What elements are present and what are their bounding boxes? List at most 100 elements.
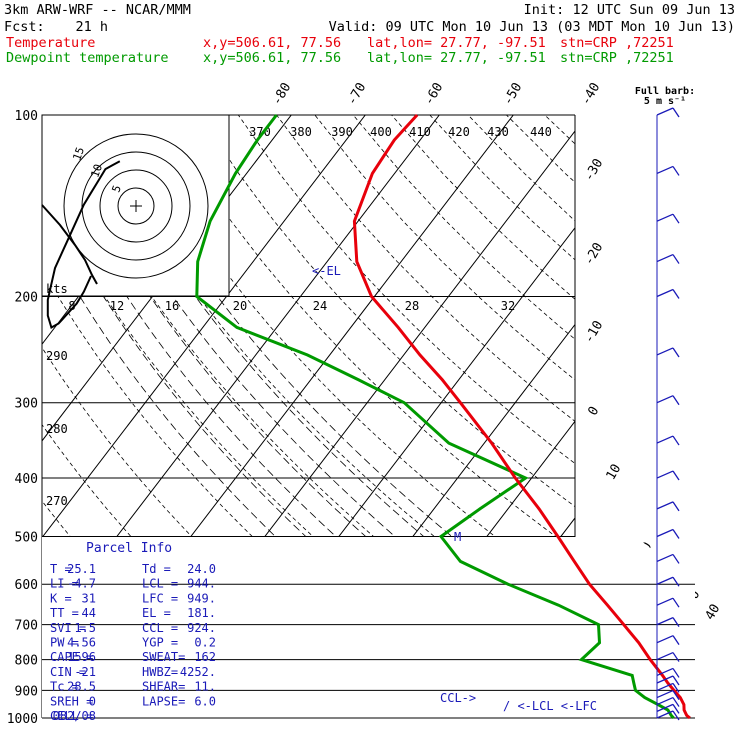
isotherm-label: 0 (586, 404, 603, 418)
legend-dewpoint: Dewpoint temperature (6, 50, 169, 66)
wind-barb (656, 165, 680, 176)
parcel-info-cell: 162 (194, 650, 216, 664)
pressure-label: 900 (15, 684, 38, 699)
wind-barb (656, 696, 680, 707)
wind-barb (656, 651, 680, 662)
dry-adiabat (199, 115, 575, 508)
parcel-info-cell: 181. (187, 606, 216, 620)
parcel-info-cell: EL = (142, 606, 171, 620)
temp-xy: x,y=506.61, 77.56 (203, 35, 341, 51)
parcel-info-cell: CELL = (50, 709, 93, 723)
parcel-info-cell: 949. (187, 591, 216, 605)
pressure-label: 500 (15, 530, 38, 545)
isotherm-label: -50 (501, 80, 526, 108)
isotherm-label: -40 (579, 80, 604, 108)
dry-adiabat (698, 115, 740, 731)
dry-adiabat (42, 187, 548, 718)
speed-label: 20 (233, 299, 247, 313)
parcel-info-cell: SWEAT= (142, 650, 185, 664)
pressure-label: 600 (15, 578, 38, 593)
parcel-info-cell: 6.0 (194, 694, 216, 708)
wind-barb (656, 553, 680, 564)
dew-stn: stn=CRP ,72251 (560, 50, 674, 66)
lcl-lfc-marker: / <-LCL <-LFC (503, 699, 597, 713)
parcel-info-cell: CCL = (142, 621, 178, 635)
wind-barb (656, 470, 680, 481)
dry-adiabat (314, 115, 575, 381)
speed-label: 28 (405, 299, 419, 313)
parcel-info-cell: 1596 (67, 650, 96, 664)
speed-label: 24 (313, 299, 327, 313)
theta-label: 290 (46, 349, 68, 363)
parcel-info-cell: 944. (187, 577, 216, 591)
wind-barb (656, 682, 680, 693)
theta-label: 410 (409, 125, 431, 139)
parcel-info-cell: 1.5 (74, 621, 96, 635)
fcst-label: Fcst: (4, 19, 45, 35)
hodograph-trace-lower (41, 204, 98, 285)
theta-label: 440 (530, 125, 552, 139)
el-marker: <-EL (312, 264, 341, 278)
model-title: 3km ARW-WRF -- NCAR/MMM (4, 2, 191, 18)
parcel-info-cell: PW = (50, 636, 79, 650)
fcst-value: 21 h (75, 19, 108, 35)
parcel-info-cell: -4.7 (67, 577, 96, 591)
speed-label: 16 (165, 299, 179, 313)
parcel-info-cell: 28.5 (67, 680, 96, 694)
parcel-info-cell: YGP = (142, 636, 178, 650)
parcel-info-cell: K = (50, 591, 72, 605)
parcel-info-cell: 0 (89, 694, 96, 708)
hodograph-ring (63, 133, 209, 279)
moist-adiabat (195, 296, 575, 653)
isotherm-label: -20 (582, 240, 607, 268)
wind-barb (656, 703, 680, 714)
theta-label: 380 (290, 125, 312, 139)
parcel-info-cell: LFC = (142, 591, 178, 605)
parcel-info-title: Parcel Info (86, 541, 172, 556)
parcel-info-cell: LCL = (142, 577, 178, 591)
parcel-info-cell: LAPSE= (142, 694, 185, 708)
barb-unit: 5 m s⁻¹ (644, 96, 686, 107)
isotherm-label: -60 (422, 80, 447, 108)
hodograph-ring (117, 187, 155, 225)
temperature-line (352, 113, 691, 720)
parcel-info-cell: Tc = (50, 680, 79, 694)
dry-adiabat (276, 115, 575, 422)
dewpoint-line (195, 114, 675, 720)
wind-barb (656, 576, 680, 587)
init-time: Init: 12 UTC Sun 09 Jun 13 (524, 2, 735, 18)
wind-barb (656, 710, 680, 721)
dry-adiabat (237, 115, 575, 465)
theta-label: 390 (331, 125, 353, 139)
speed-label: 32 (501, 299, 515, 313)
wind-barb (656, 347, 680, 358)
pressure-label: 200 (15, 291, 38, 306)
theta-label: 280 (46, 422, 68, 436)
isotherm-label: -80 (270, 80, 295, 108)
legend-temperature: Temperature (6, 35, 95, 51)
wind-barb (656, 528, 680, 539)
temp-latlon: lat,lon= 27.77, -97.51 (367, 35, 546, 51)
wind-barb (656, 288, 680, 299)
isotherm-label: -30 (582, 156, 607, 184)
lower-panel-mask (42, 537, 695, 718)
theta-label: 400 (370, 125, 392, 139)
theta-label: 430 (487, 125, 509, 139)
parcel-info-cell: SVI = (50, 621, 86, 635)
valid-time: Valid: 09 UTC Mon 10 Jun 13 (03 MDT Mon … (329, 19, 735, 35)
isotherm-label: -10 (582, 318, 607, 346)
parcel-info-cell: SREH = (50, 694, 93, 708)
hodograph-ring-label: 5 (109, 183, 123, 194)
parcel-info-cell: T = (50, 562, 72, 576)
isotherm (42, 115, 366, 539)
parcel-info-cell: CIN = (50, 665, 86, 679)
parcel-info-cell: 4252. (180, 665, 216, 679)
parcel-info-cell: SHEAR= (142, 680, 185, 694)
barb-title: Full barb: (635, 86, 695, 97)
wind-barb (656, 213, 680, 224)
wind-barb (656, 253, 680, 264)
pressure-label: 300 (15, 397, 38, 412)
parcel-info-cell: 31 (82, 591, 96, 605)
